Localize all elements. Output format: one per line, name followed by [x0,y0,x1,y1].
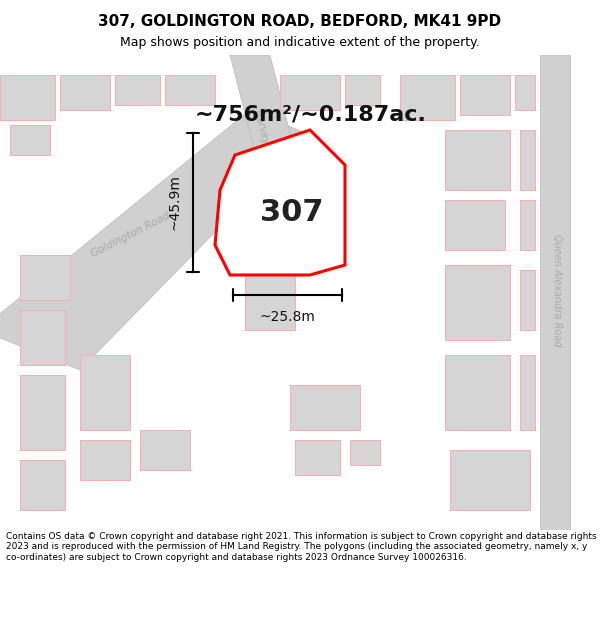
Polygon shape [10,125,50,155]
Polygon shape [445,130,510,190]
Polygon shape [20,310,65,365]
Polygon shape [230,55,320,250]
Polygon shape [520,200,535,250]
Polygon shape [165,75,215,105]
Text: Queen Alexandra Road: Queen Alexandra Road [552,234,562,346]
Text: Map shows position and indicative extent of the property.: Map shows position and indicative extent… [120,36,480,49]
Polygon shape [520,130,535,190]
Polygon shape [60,75,110,110]
Polygon shape [20,460,65,510]
Polygon shape [80,440,130,480]
Polygon shape [460,75,510,115]
Polygon shape [265,190,330,240]
Polygon shape [445,265,510,340]
Text: 307: 307 [260,198,323,227]
Polygon shape [140,430,190,470]
Polygon shape [445,200,505,250]
Polygon shape [0,75,55,120]
Polygon shape [215,130,345,275]
Polygon shape [350,440,380,465]
Polygon shape [400,75,455,120]
Polygon shape [290,385,360,430]
Text: Goldington Road: Goldington Road [89,211,171,259]
Polygon shape [280,75,340,110]
Polygon shape [20,255,70,300]
Text: Harvey Road: Harvey Road [252,108,278,172]
Polygon shape [515,75,535,110]
Polygon shape [520,355,535,430]
Polygon shape [540,55,570,530]
Text: 307, GOLDINGTON ROAD, BEDFORD, MK41 9PD: 307, GOLDINGTON ROAD, BEDFORD, MK41 9PD [98,14,502,29]
Text: ~45.9m: ~45.9m [167,174,181,231]
Polygon shape [20,375,65,450]
Polygon shape [115,75,160,105]
Polygon shape [0,110,310,370]
Polygon shape [345,75,380,105]
Polygon shape [295,440,340,475]
Text: ~25.8m: ~25.8m [260,310,316,324]
Polygon shape [450,450,530,510]
Polygon shape [520,270,535,330]
Text: Contains OS data © Crown copyright and database right 2021. This information is : Contains OS data © Crown copyright and d… [6,532,596,562]
Polygon shape [445,355,510,430]
Polygon shape [80,355,130,430]
Polygon shape [245,275,295,330]
Text: ~756m²/~0.187ac.: ~756m²/~0.187ac. [195,105,427,125]
